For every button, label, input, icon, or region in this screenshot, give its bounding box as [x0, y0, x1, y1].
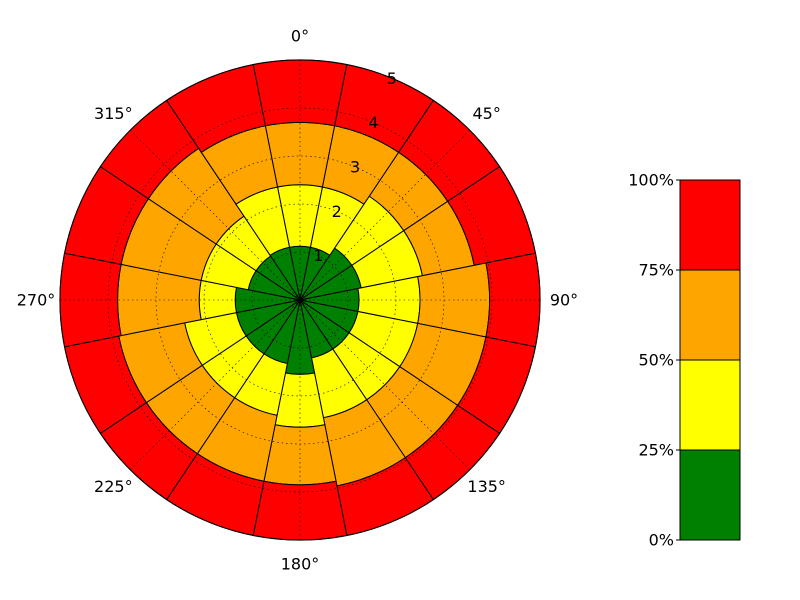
bar-sector-15-band-3: [165, 64, 266, 154]
colorbar-segment-1: [679, 359, 741, 451]
radial-tick-label-2: 3: [350, 157, 360, 176]
angle-tick-label-7: 315°: [94, 104, 133, 123]
radial-tick-label-4: 5: [387, 69, 397, 88]
colorbar-segment-2: [679, 269, 741, 361]
angle-tick-label-4: 180°: [281, 555, 320, 574]
colorbar: 0% 25% 50% 75% 100%: [628, 171, 741, 550]
polar-plot: 0° 45° 90° 135° 180° 225° 270° 315° 1 2 3 4 5: [17, 27, 578, 574]
angle-tick-label-3: 135°: [467, 477, 506, 496]
angle-labels: 0° 45° 90° 135° 180° 225° 270° 315°: [17, 27, 578, 574]
angle-tick-label-5: 225°: [94, 477, 133, 496]
angle-tick-label-1: 45°: [472, 104, 500, 123]
angle-tick-label-2: 90°: [550, 291, 578, 310]
radial-gridline-3: [107, 107, 493, 493]
colorbar-tick-label-0: 0%: [649, 531, 674, 550]
colorbar-tick-label-1: 25%: [638, 441, 674, 460]
colorbar-tick-label-3: 75%: [638, 261, 674, 280]
colorbar-segment-0: [679, 449, 741, 541]
angle-tick-label-0: 0°: [291, 27, 309, 46]
radial-tick-label-3: 4: [368, 113, 378, 132]
colorbar-tick-label-2: 50%: [638, 351, 674, 370]
radial-tick-label-0: 1: [313, 246, 323, 265]
radial-gridline-0: [251, 251, 349, 349]
colorbar-tick-label-4: 100%: [628, 171, 674, 190]
grid-group: [60, 60, 540, 540]
colorbar-segment-3: [679, 179, 741, 271]
radial-labels: 1 2 3 4 5: [313, 69, 397, 265]
radial-tick-label-1: 2: [332, 202, 342, 221]
angle-tick-label-6: 270°: [17, 291, 56, 310]
